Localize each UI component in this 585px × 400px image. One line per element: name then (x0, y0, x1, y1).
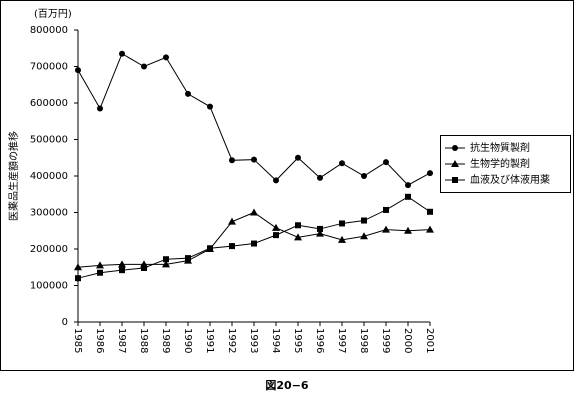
marker (361, 173, 367, 179)
marker (118, 260, 126, 268)
x-tick-label: 1989 (160, 328, 171, 353)
marker (119, 267, 125, 274)
marker (229, 157, 235, 164)
legend-marker (451, 160, 459, 167)
marker (251, 240, 257, 247)
marker (427, 208, 433, 215)
marker (405, 193, 411, 200)
marker (97, 269, 103, 276)
y-tick-label: 500000 (30, 135, 68, 146)
chart-border (0, 0, 574, 371)
y-unit: (百万円) (34, 8, 72, 20)
x-tick-label: 1995 (292, 328, 303, 353)
y-tick-label: 800000 (30, 25, 68, 36)
marker (96, 261, 104, 269)
marker (339, 160, 345, 167)
marker (75, 275, 81, 282)
marker (338, 235, 346, 243)
marker (273, 232, 279, 239)
caption: 図20−6 (265, 378, 309, 392)
marker (272, 223, 280, 231)
marker (119, 50, 125, 57)
marker (317, 225, 323, 232)
y-tick-label: 200000 (30, 244, 68, 255)
marker (163, 256, 169, 263)
marker (426, 225, 434, 233)
marker (317, 174, 323, 181)
x-tick-label: 1998 (358, 328, 369, 353)
marker (185, 255, 191, 262)
x-tick-label: 1991 (204, 328, 215, 353)
marker (382, 225, 390, 233)
y-axis-title: 医薬品生産額の推移 (7, 131, 20, 221)
marker (74, 263, 82, 271)
x-tick-label: 2000 (402, 328, 413, 353)
x-tick-label: 1985 (72, 328, 83, 353)
y-tick-label: 300000 (30, 208, 68, 219)
legend-label: 抗生物質製剤 (470, 141, 530, 154)
x-tick-label: 1987 (116, 328, 127, 353)
marker (207, 103, 213, 110)
x-tick-label: 1999 (380, 328, 391, 353)
y-tick-label: 700000 (30, 62, 68, 73)
series-line (77, 211, 431, 268)
legend-label: 生物学的製剤 (470, 157, 530, 170)
marker (405, 182, 411, 189)
marker (383, 159, 389, 166)
marker (273, 177, 279, 184)
y-tick-label: 400000 (30, 171, 68, 182)
marker (294, 233, 302, 241)
marker (250, 208, 258, 216)
marker (162, 260, 170, 268)
x-tick-label: 1986 (94, 328, 105, 353)
x-tick-label: 1993 (248, 328, 259, 353)
marker (141, 264, 147, 271)
x-tick-label: 1990 (182, 328, 193, 353)
marker (163, 54, 169, 61)
marker (295, 222, 301, 229)
marker (207, 245, 213, 252)
marker (251, 156, 257, 163)
marker (427, 170, 433, 177)
marker (360, 232, 368, 240)
series-line (77, 53, 431, 186)
y-tick-label: 0 (62, 317, 68, 328)
x-tick-label: 2001 (424, 328, 435, 353)
y-tick-label: 600000 (30, 98, 68, 109)
marker (404, 226, 412, 234)
marker (361, 217, 367, 224)
x-tick-label: 1996 (314, 328, 325, 353)
marker (339, 220, 345, 227)
x-tick-label: 1997 (336, 328, 347, 353)
marker (75, 67, 81, 74)
marker (295, 154, 301, 161)
x-tick-label: 1988 (138, 328, 149, 353)
x-tick-label: 1992 (226, 328, 237, 353)
y-tick-label: 100000 (30, 281, 68, 292)
marker (228, 217, 236, 225)
marker (229, 243, 235, 250)
legend-marker (452, 145, 458, 151)
marker (141, 63, 147, 70)
legend-marker (452, 177, 458, 183)
legend-label: 血液及び体液用薬 (470, 173, 550, 186)
marker (383, 206, 389, 213)
x-tick-label: 1994 (270, 328, 281, 353)
marker (97, 105, 103, 112)
marker (185, 90, 191, 97)
marker (316, 229, 324, 237)
